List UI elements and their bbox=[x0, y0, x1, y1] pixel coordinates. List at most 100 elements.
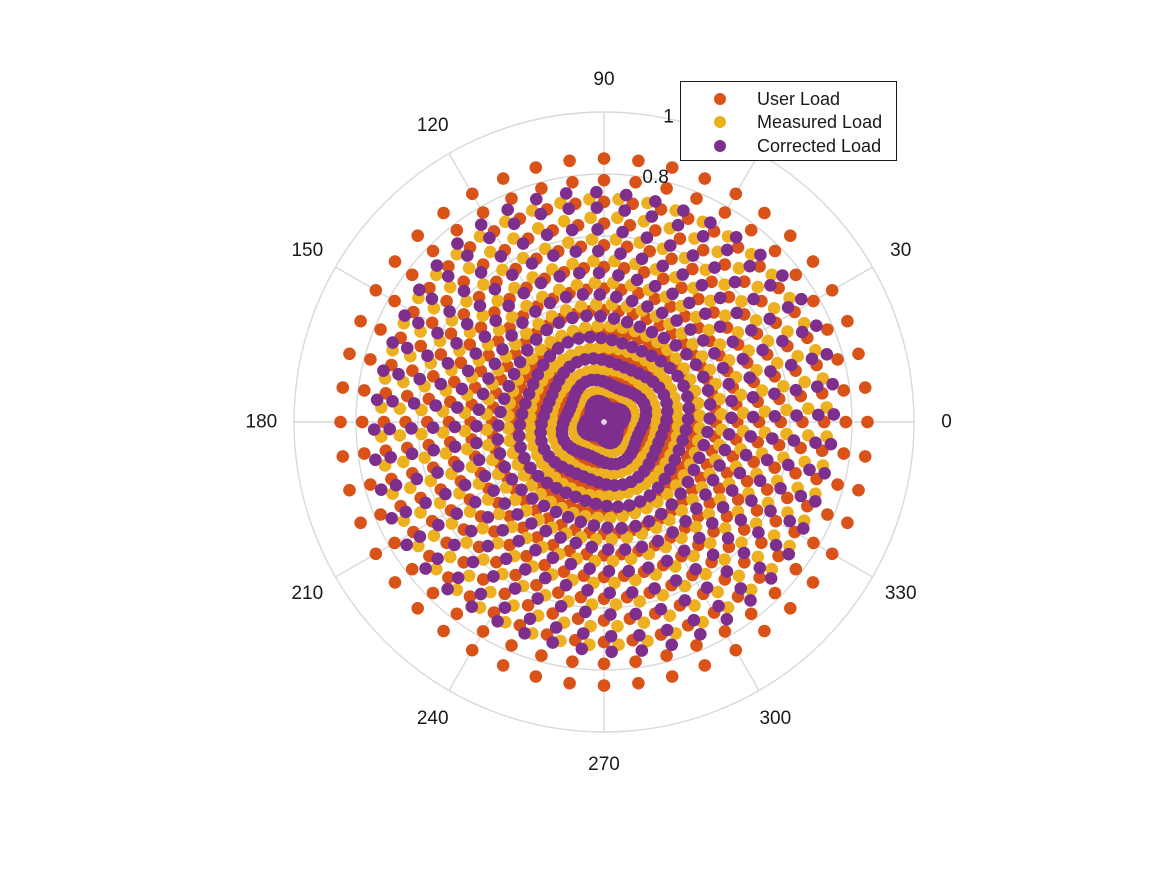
point-s2-37-9 bbox=[633, 629, 646, 642]
point-s1-30-9 bbox=[450, 583, 464, 597]
point-s0-35-10 bbox=[566, 655, 579, 668]
point-s2-11-4 bbox=[607, 312, 621, 325]
point-s2-32-10 bbox=[491, 615, 504, 628]
point-s2-43-3 bbox=[663, 463, 677, 476]
point-s2-21-9 bbox=[400, 341, 414, 355]
point-s2-2-6 bbox=[743, 371, 756, 385]
point-s1-17-8 bbox=[462, 261, 476, 275]
point-s2-43-7 bbox=[734, 513, 748, 527]
point-s2-47-1 bbox=[636, 419, 649, 433]
point-s2-44-4 bbox=[687, 463, 701, 477]
point-s2-34-8 bbox=[554, 600, 568, 613]
point-s2-34-3 bbox=[579, 494, 592, 508]
point-s2-5-10 bbox=[776, 269, 789, 282]
point-s2-22-5 bbox=[476, 387, 490, 401]
point-s2-27-6 bbox=[458, 478, 472, 492]
point-s2-8-4 bbox=[645, 325, 659, 339]
point-s0-15-10 bbox=[505, 192, 518, 205]
point-s2-2-4 bbox=[701, 384, 715, 397]
point-s0-3-11 bbox=[841, 314, 854, 328]
point-s2-39-5 bbox=[651, 534, 665, 548]
point-s2-13-3 bbox=[583, 330, 597, 344]
point-s2-36-3 bbox=[600, 499, 614, 513]
point-s0-5-11 bbox=[806, 255, 820, 268]
point-s2-4-3 bbox=[671, 369, 684, 383]
point-s0-17-10 bbox=[450, 223, 464, 237]
point-s2-33-8 bbox=[531, 592, 544, 605]
point-s2-10-3 bbox=[616, 337, 629, 350]
point-s2-0-9 bbox=[812, 408, 825, 422]
point-s0-27-11 bbox=[354, 516, 367, 530]
point-s2-10-4 bbox=[620, 315, 634, 329]
point-s2-17-7 bbox=[488, 282, 502, 296]
point-s2-44-9 bbox=[783, 514, 796, 528]
point-s0-14-10 bbox=[535, 182, 548, 195]
point-s2-2-5 bbox=[722, 377, 736, 391]
point-s0-45-8 bbox=[781, 491, 794, 505]
point-s2-43-4 bbox=[681, 475, 695, 489]
point-s0-46-11 bbox=[852, 483, 865, 497]
point-s2-14-10 bbox=[530, 192, 543, 206]
point-s2-32-6 bbox=[529, 543, 542, 557]
point-s2-43-6 bbox=[716, 501, 730, 514]
point-s0-4-10 bbox=[807, 294, 820, 308]
point-s2-40-5 bbox=[666, 526, 679, 539]
point-s2-8-10 bbox=[704, 216, 717, 229]
point-s2-33-7 bbox=[539, 571, 552, 585]
point-s2-26-6 bbox=[452, 460, 465, 473]
point-s2-26-7 bbox=[431, 466, 444, 479]
point-s2-28-5 bbox=[487, 484, 500, 498]
point-s1-42-9 bbox=[765, 562, 779, 576]
point-s1-39-8 bbox=[688, 599, 701, 612]
point-s2-14-8 bbox=[540, 228, 554, 242]
point-s0-45-6 bbox=[740, 475, 754, 488]
point-s2-3-9 bbox=[795, 325, 809, 339]
point-s2-6-6 bbox=[699, 307, 712, 321]
point-s0-34-8 bbox=[546, 607, 559, 620]
point-s2-16-9 bbox=[483, 231, 496, 245]
point-s2-47-7 bbox=[766, 432, 779, 445]
point-s2-20-3 bbox=[526, 377, 540, 391]
point-s2-29-10 bbox=[419, 562, 432, 575]
theta-tick-label-1: 30 bbox=[890, 240, 911, 261]
point-s2-36-8 bbox=[604, 608, 617, 621]
point-s0-44-8 bbox=[769, 514, 783, 528]
point-s2-38-4 bbox=[629, 519, 642, 533]
point-s2-11-9 bbox=[618, 204, 631, 217]
point-s1-3-8 bbox=[781, 325, 794, 338]
point-s0-6-11 bbox=[784, 229, 797, 242]
point-s0-37-10 bbox=[629, 655, 642, 668]
point-s2-40-3 bbox=[643, 489, 657, 502]
point-s0-28-11 bbox=[369, 547, 383, 561]
point-s2-10-6 bbox=[630, 273, 644, 287]
point-s1-25-8 bbox=[397, 455, 410, 469]
point-s2-9-7 bbox=[656, 259, 669, 273]
point-s1-17-9 bbox=[450, 247, 464, 261]
point-s2-44-3 bbox=[668, 453, 682, 467]
point-s2-12-7 bbox=[592, 244, 605, 258]
point-s1-18-8 bbox=[443, 280, 457, 294]
point-s2-45-3 bbox=[672, 443, 686, 457]
point-s2-23-8 bbox=[407, 397, 421, 410]
point-s0-9-6 bbox=[657, 272, 670, 286]
legend-item-corrected-load: Corrected Load bbox=[681, 135, 896, 157]
point-s2-27-7 bbox=[439, 487, 452, 501]
point-s2-8-8 bbox=[686, 249, 700, 262]
point-s1-24-5 bbox=[458, 424, 472, 438]
theta-tick-label-8: 240 bbox=[417, 708, 449, 729]
point-s0-28-10 bbox=[388, 536, 401, 550]
point-s2-26-8 bbox=[410, 472, 424, 486]
legend-marker-measured-load bbox=[714, 116, 726, 128]
point-s2-29-8 bbox=[448, 538, 461, 552]
point-s0-7-9 bbox=[731, 241, 745, 254]
point-s2-24-3 bbox=[513, 418, 527, 432]
point-s2-8-5 bbox=[655, 306, 669, 320]
point-s0-10-11 bbox=[665, 161, 679, 174]
point-s1-41-4 bbox=[675, 504, 688, 517]
point-s2-1-10 bbox=[826, 377, 839, 391]
point-s2-15-4 bbox=[552, 316, 566, 330]
point-s1-0-2 bbox=[671, 410, 685, 424]
point-s1-36-3 bbox=[604, 511, 617, 525]
point-s2-30-10 bbox=[441, 582, 454, 596]
point-s2-46-6 bbox=[739, 448, 753, 462]
